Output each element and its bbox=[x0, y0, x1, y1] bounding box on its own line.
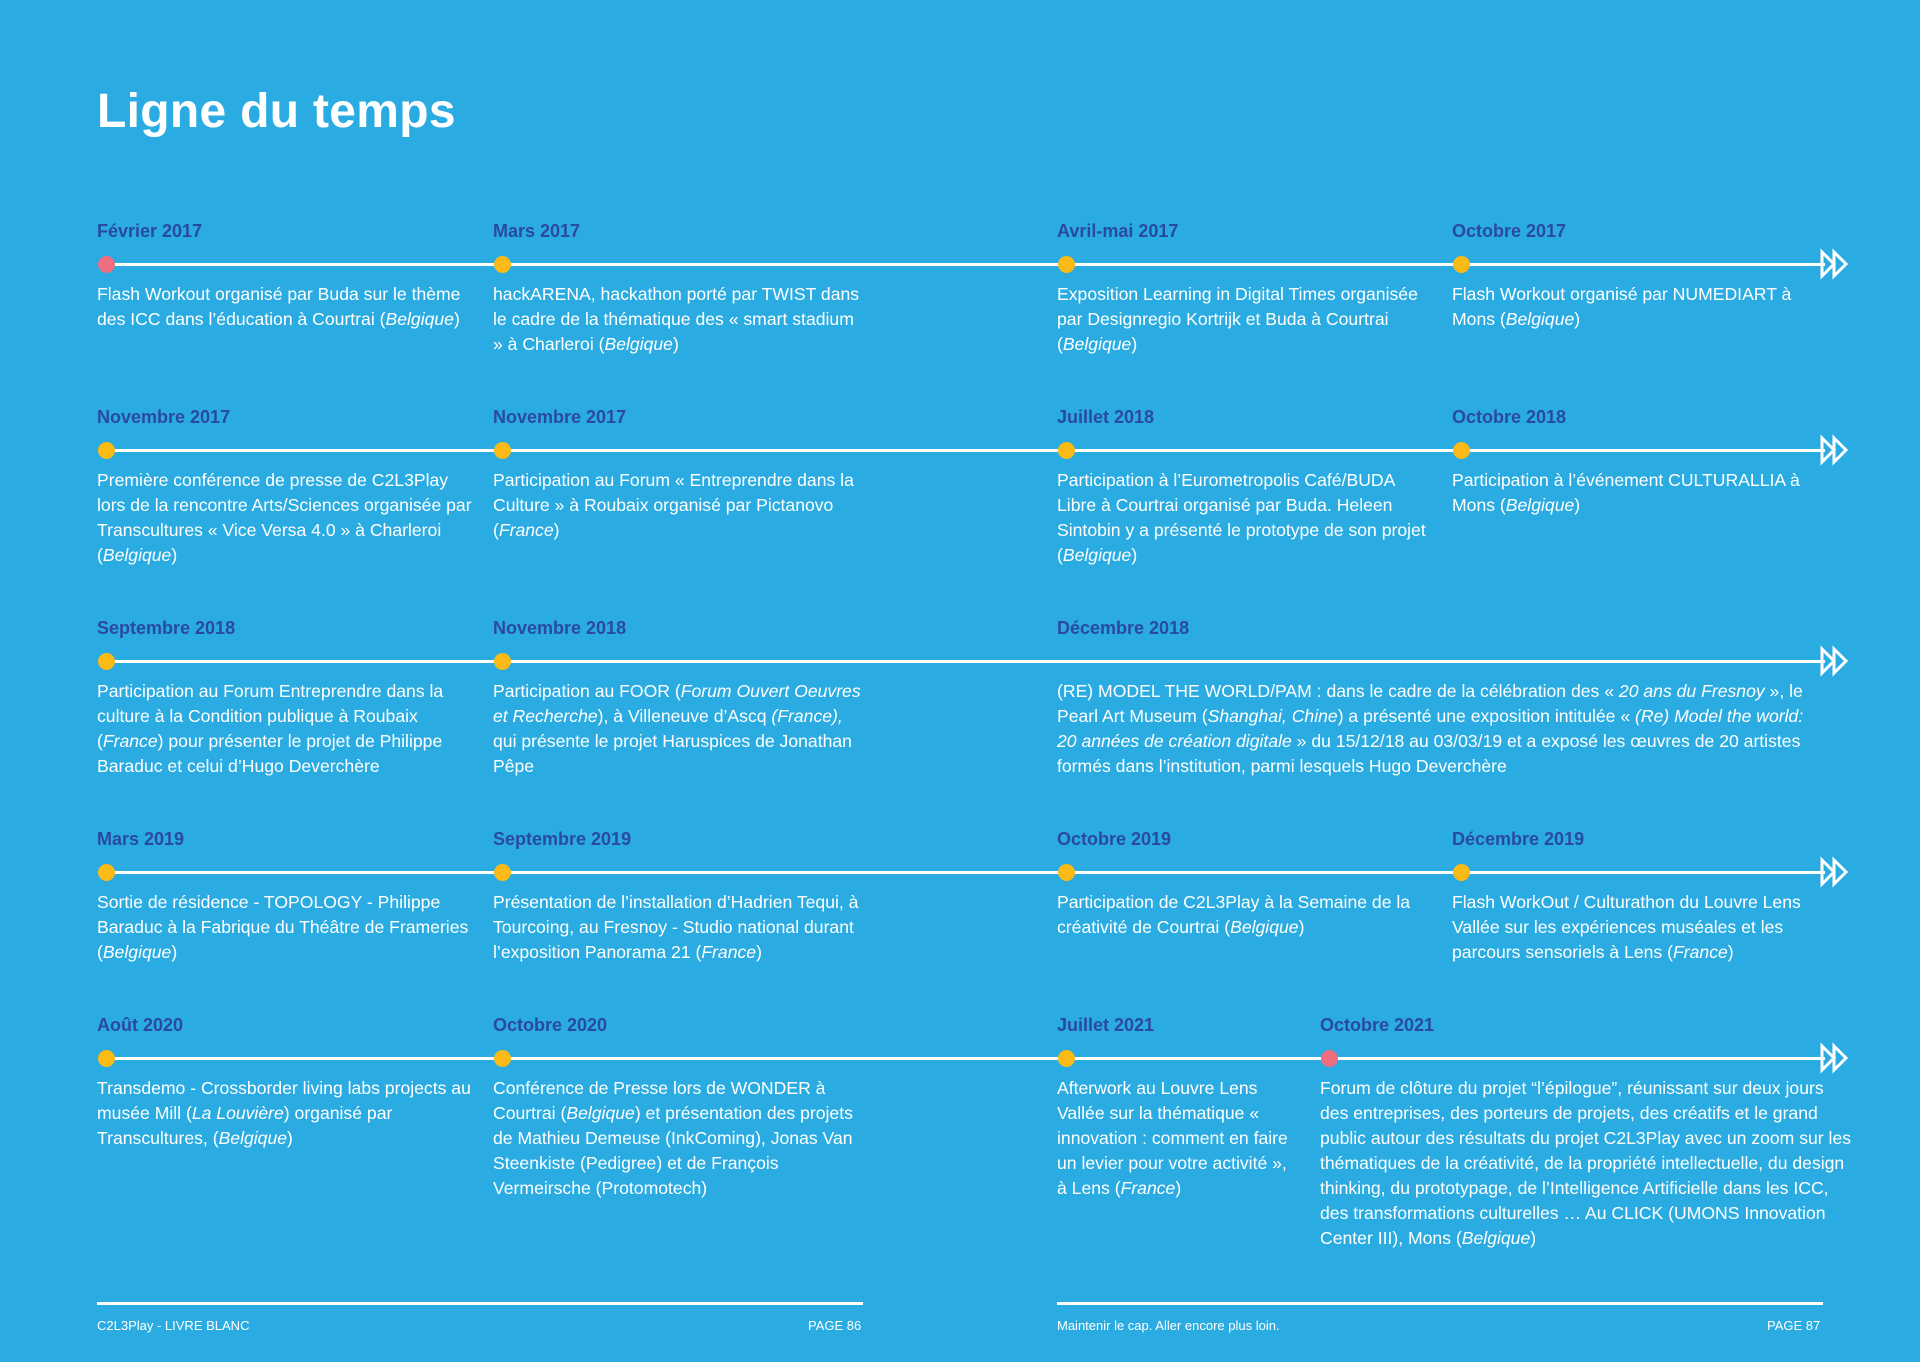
double-arrow-icon bbox=[1820, 248, 1849, 280]
timeline-description: Flash Workout organisé par NUMEDIART à M… bbox=[1452, 284, 1792, 329]
double-arrow-icon bbox=[1820, 434, 1849, 466]
timeline-line bbox=[105, 449, 1825, 452]
timeline-dot bbox=[1321, 1050, 1338, 1067]
timeline-description: Afterwork au Louvre Lens Vallée sur la t… bbox=[1057, 1078, 1288, 1198]
footer-left-page: PAGE 86 bbox=[808, 1318, 862, 1333]
timeline-dot bbox=[494, 256, 511, 273]
timeline-row: Février 2017 Flash Workout organisé par B… bbox=[0, 221, 1920, 493]
timeline-dot bbox=[98, 653, 115, 670]
timeline-description: Participation de C2L3Play à la Semaine d… bbox=[1057, 892, 1411, 937]
timeline-date: Octobre 2020 bbox=[493, 1015, 608, 1035]
timeline-date: Octobre 2017 bbox=[1452, 221, 1567, 241]
timeline-dot bbox=[494, 864, 511, 881]
timeline-line bbox=[105, 871, 1825, 874]
timeline-row: Septembre 2018 Participation au Forum Ent… bbox=[0, 618, 1920, 890]
double-arrow-icon bbox=[1820, 645, 1849, 677]
timeline-dot bbox=[1058, 1050, 1075, 1067]
timeline-description: Participation au Forum « Entreprendre da… bbox=[493, 470, 854, 540]
footer-right-page: PAGE 87 bbox=[1767, 1318, 1821, 1333]
timeline-date: Février 2017 bbox=[97, 221, 203, 241]
timeline-description: hackARENA, hackathon porté par TWIST dan… bbox=[493, 284, 860, 354]
timeline-description: Forum de clôture du projet “l’épilogue”,… bbox=[1320, 1078, 1852, 1248]
footer-left-title: C2L3Play - LIVRE BLANC bbox=[97, 1318, 250, 1333]
timeline-line bbox=[105, 263, 1825, 266]
timeline-date: Août 2020 bbox=[97, 1015, 184, 1035]
timeline-date: Novembre 2017 bbox=[97, 407, 231, 427]
timeline-dot bbox=[1453, 864, 1470, 881]
timeline-description: Transdemo - Crossborder living labs proj… bbox=[97, 1078, 471, 1148]
timeline-date: Juillet 2018 bbox=[1057, 407, 1155, 427]
timeline-description: (RE) MODEL THE WORLD/PAM : dans le cadre… bbox=[1057, 681, 1804, 776]
timeline-date: Décembre 2018 bbox=[1057, 618, 1190, 638]
timeline-dot bbox=[1453, 442, 1470, 459]
timeline-description: Exposition Learning in Digital Times org… bbox=[1057, 284, 1418, 354]
timeline-dot bbox=[1453, 256, 1470, 273]
timeline-dot bbox=[1058, 256, 1075, 273]
timeline-description: Participation à l’événement CULTURALLIA … bbox=[1452, 470, 1800, 515]
timeline-row: Novembre 2017 Première conférence de pres… bbox=[0, 407, 1920, 679]
timeline-date: Septembre 2019 bbox=[493, 829, 632, 849]
timeline-dot bbox=[98, 442, 115, 459]
timeline-description: Sortie de résidence - TOPOLOGY - Philipp… bbox=[97, 892, 469, 962]
timeline-date: Mars 2017 bbox=[493, 221, 581, 241]
timeline-row: Août 2020 Transdemo - Crossborder living … bbox=[0, 1015, 1920, 1287]
footer-right-title: Maintenir le cap. Aller encore plus loin… bbox=[1057, 1318, 1280, 1333]
timeline-description: Participation au Forum Entreprendre dans… bbox=[97, 681, 444, 776]
timeline-line bbox=[105, 660, 1825, 663]
timeline-dot bbox=[494, 1050, 511, 1067]
timeline-line bbox=[105, 1057, 1825, 1060]
timeline-date: Juillet 2021 bbox=[1057, 1015, 1155, 1035]
timeline-dot bbox=[494, 442, 511, 459]
footer-divider-left bbox=[97, 1302, 863, 1305]
timeline-date: Novembre 2018 bbox=[493, 618, 627, 638]
footer-divider-right bbox=[1057, 1302, 1823, 1305]
timeline-description: Flash Workout organisé par Buda sur le t… bbox=[97, 284, 461, 329]
timeline-row: Mars 2019 Sortie de résidence - TOPOLOGY … bbox=[0, 829, 1920, 1101]
page-title: Ligne du temps bbox=[97, 85, 456, 138]
timeline-date: Mars 2019 bbox=[97, 829, 185, 849]
timeline-date: Octobre 2018 bbox=[1452, 407, 1567, 427]
timeline-date: Décembre 2019 bbox=[1452, 829, 1585, 849]
timeline-date: Octobre 2021 bbox=[1320, 1015, 1435, 1035]
timeline-description: Conférence de Presse lors de WONDER à Co… bbox=[493, 1078, 853, 1198]
timeline-description: Participation au FOOR (Forum Ouvert Oeuv… bbox=[493, 681, 861, 776]
timeline-description: Flash WorkOut / Culturathon du Louvre Le… bbox=[1452, 892, 1801, 962]
timeline-date: Avril-mai 2017 bbox=[1057, 221, 1179, 241]
timeline-dot bbox=[1058, 864, 1075, 881]
timeline-dot bbox=[494, 653, 511, 670]
timeline-description: Présentation de l’installation d’Hadrien… bbox=[493, 892, 859, 962]
timeline-dot bbox=[98, 864, 115, 881]
timeline-dot bbox=[98, 1050, 115, 1067]
timeline-date: Novembre 2017 bbox=[493, 407, 627, 427]
timeline-dot bbox=[1058, 442, 1075, 459]
double-arrow-icon bbox=[1820, 856, 1849, 888]
timeline-description: Participation à l’Eurometropolis Café/BU… bbox=[1057, 470, 1426, 565]
timeline-description: Première conférence de presse de C2L3Pla… bbox=[97, 470, 472, 565]
timeline-date: Septembre 2018 bbox=[97, 618, 236, 638]
timeline-date: Octobre 2019 bbox=[1057, 829, 1172, 849]
double-arrow-icon bbox=[1820, 1042, 1849, 1074]
timeline-dot bbox=[98, 256, 115, 273]
